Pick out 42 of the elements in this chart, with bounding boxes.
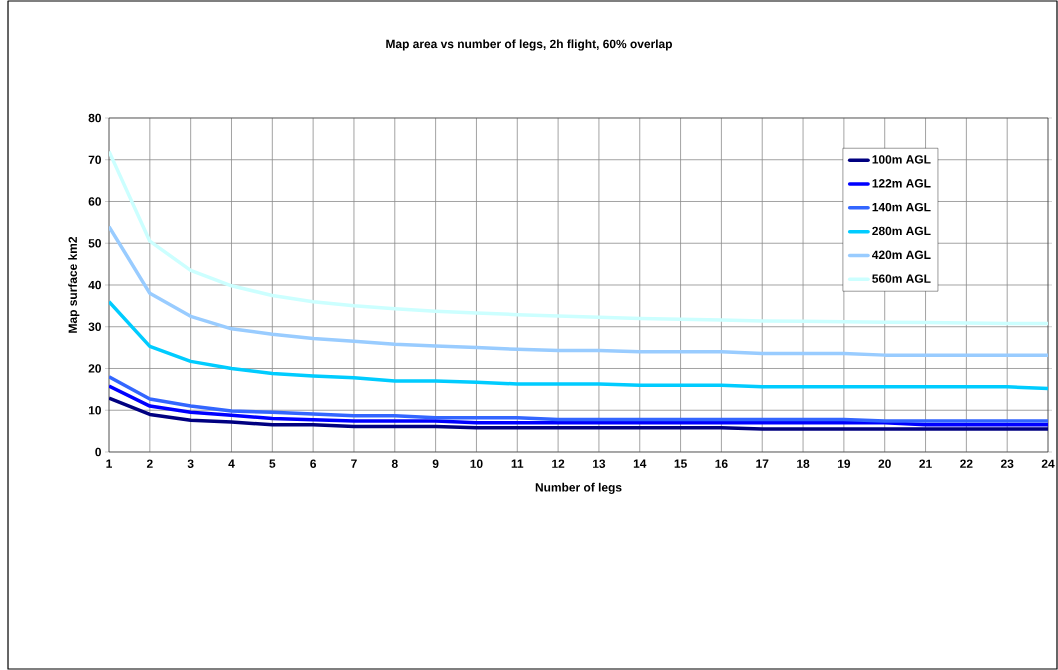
legend-label: 140m AGL (872, 202, 931, 212)
x-tick-label: 16 (715, 459, 728, 468)
legend-label: 560m AGL (872, 274, 931, 283)
x-tick-label: 7 (351, 459, 357, 468)
x-tick-label: 1 (106, 459, 112, 468)
x-tick-label: 10 (470, 459, 483, 468)
x-tick-label: 17 (756, 459, 769, 468)
x-tick-label: 9 (432, 459, 439, 468)
y-tick-label: 50 (88, 239, 101, 248)
x-tick-label: 18 (797, 459, 810, 468)
x-tick-label: 8 (391, 459, 398, 468)
x-tick-label: 5 (269, 459, 276, 468)
x-tick-label: 14 (633, 459, 647, 468)
x-tick-label: 24 (1041, 459, 1055, 468)
y-tick-label: 40 (88, 280, 101, 290)
y-axis-title: Map surface km2 (68, 236, 80, 333)
legend-label: 280m AGL (872, 226, 931, 236)
x-tick-label: 15 (674, 459, 687, 468)
x-tick-label: 12 (552, 459, 565, 468)
x-axis-title: Number of legs (535, 482, 622, 495)
legend-label: 420m AGL (872, 250, 931, 260)
x-tick-label: 3 (187, 459, 194, 468)
chart-title: Map area vs number of legs, 2h flight, 60% overlap (386, 39, 672, 51)
x-tick-label: 23 (1000, 459, 1014, 468)
y-tick-label: 60 (88, 197, 101, 206)
y-tick-label: 30 (88, 322, 101, 331)
y-tick-label: 20 (88, 364, 101, 373)
x-tick-label: 11 (511, 459, 524, 468)
x-tick-label: 4 (228, 459, 235, 468)
legend-label: 122m AGL (872, 179, 931, 188)
x-tick-label: 19 (837, 459, 851, 468)
x-tick-label: 20 (878, 459, 891, 468)
x-tick-label: 13 (593, 459, 606, 468)
x-tick-label: 2 (146, 459, 153, 468)
x-tick-label: 21 (919, 459, 932, 468)
legend-label: 100m AGL (872, 155, 931, 164)
y-tick-label: 80 (88, 113, 101, 123)
y-tick-label: 10 (88, 406, 101, 415)
x-tick-label: 22 (960, 459, 973, 468)
x-tick-label: 6 (310, 459, 317, 468)
y-tick-label: 0 (95, 447, 101, 457)
y-tick-label: 70 (88, 155, 101, 164)
